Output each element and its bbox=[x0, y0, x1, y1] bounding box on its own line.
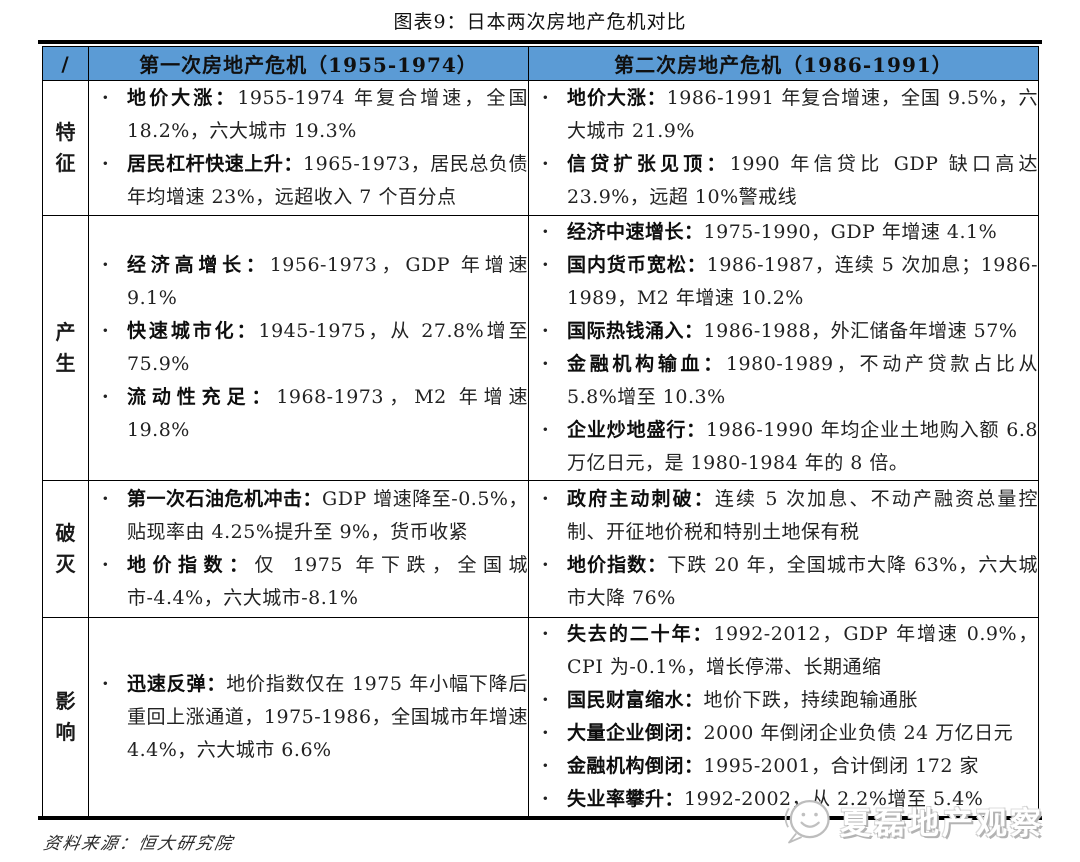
cell-crisis2-formation: 经济中速增长：1975-1990，GDP 年增速 4.1% 国内货币宽松：198… bbox=[528, 215, 1039, 481]
bullet-item: 失业率攀升：1992-2002，从 2.2%增至 5.4% bbox=[529, 783, 1038, 816]
table-header-row: / 第一次房地产危机（1955-1974） 第二次房地产危机（1986-1991… bbox=[42, 46, 1039, 81]
bullet-term: 快速城市化： bbox=[127, 320, 259, 342]
bullet-item: 信贷扩张见顶：1990 年信贷比 GDP 缺口高达 23.9%，远超 10%警戒… bbox=[529, 148, 1038, 214]
bullet-term: 金融机构倒闭： bbox=[567, 755, 704, 777]
bullet-term: 国内货币宽松： bbox=[567, 254, 707, 276]
header-second-crisis: 第二次房地产危机（1986-1991） bbox=[528, 46, 1039, 81]
row-label: 影响 bbox=[42, 617, 89, 817]
bullet-text: 1995-2001，合计倒闭 172 家 bbox=[703, 755, 979, 777]
cell-crisis1-formation: 经济高增长：1956-1973，GDP 年增速 9.1% 快速城市化：1945-… bbox=[88, 215, 529, 481]
bullet-term: 地价指数： bbox=[127, 554, 255, 576]
bullet-term: 国民财富缩水： bbox=[567, 689, 704, 711]
bullet-text: 1986-1990 年均企业土地购入额 6.8 万亿日元，是 1980-1984… bbox=[567, 419, 1038, 474]
figure-title: 图表9：日本两次房地产危机对比 bbox=[393, 11, 687, 33]
cell-crisis2-burst: 政府主动刺破：连续 5 次加息、不动产融资总量控制、开征地价税和特别土地保有税 … bbox=[528, 480, 1039, 618]
bottom-thick-rule bbox=[38, 816, 1042, 820]
bullet-text: 连续 5 次加息、不动产融资总量控制、开征地价税和特别土地保有税 bbox=[567, 488, 1038, 543]
bullet-item: 国际热钱涌入：1986-1988，外汇储备年增速 57% bbox=[529, 315, 1038, 348]
bullet-term: 居民杠杆快速上升： bbox=[127, 153, 304, 175]
bullet-text: 1956-1973，GDP 年增速 9.1% bbox=[127, 254, 528, 309]
bullet-term: 政府主动刺破： bbox=[567, 488, 715, 510]
bullet-text: 1968-1973，M2 年增速 19.8% bbox=[127, 386, 528, 441]
bullet-item: 地价指数：下跌 20 年，全国城市大降 63%，六大城市大降 76% bbox=[529, 549, 1038, 615]
bullet-term: 失去的二十年： bbox=[567, 623, 714, 645]
bullet-item: 金融机构输血：1980-1989，不动产贷款占比从 5.8%增至 10.3% bbox=[529, 348, 1038, 414]
bullet-term: 经济高增长： bbox=[127, 254, 270, 276]
bullet-text: 1975-1990，GDP 年增速 4.1% bbox=[703, 221, 998, 243]
cell-crisis2-impact: 失去的二十年：1992-2012，GDP 年增速 0.9%，CPI 为-0.1%… bbox=[528, 617, 1039, 817]
bullet-item: 经济中速增长：1975-1990，GDP 年增速 4.1% bbox=[529, 216, 1038, 249]
row-label-text: 产生 bbox=[55, 320, 76, 375]
bullet-term: 流动性充足： bbox=[127, 386, 277, 408]
bullet-item: 地价指数：仅 1975 年下跌，全国城市-4.4%，六大城市-8.1% bbox=[89, 549, 528, 615]
cell-crisis1-burst: 第一次石油危机冲击：GDP 增速降至-0.5%，贴现率由 4.25%提升至 9%… bbox=[88, 480, 529, 618]
bullet-term: 地价大涨： bbox=[127, 87, 238, 109]
bullet-text: 1965-1973，居民总负债年均增速 23%，远超收入 7 个百分点 bbox=[127, 153, 528, 208]
bullet-term: 经济中速增长： bbox=[567, 221, 704, 243]
bullet-term: 国际热钱涌入： bbox=[567, 320, 704, 342]
bullet-item: 第一次石油危机冲击：GDP 增速降至-0.5%，贴现率由 4.25%提升至 9%… bbox=[89, 483, 528, 549]
bullet-text: 下跌 20 年，全国城市大降 63%，六大城市大降 76% bbox=[567, 554, 1038, 609]
chat-bubble-smiley-icon bbox=[784, 799, 830, 844]
header-corner-cell: / bbox=[42, 46, 89, 81]
cell-crisis1-impact: 迅速反弹：地价指数仅在 1975 年小幅下降后重回上涨通道，1975-1986，… bbox=[88, 617, 529, 817]
bullet-item: 大量企业倒闭：2000 年倒闭企业负债 24 万亿日元 bbox=[529, 717, 1038, 750]
bullet-term: 迅速反弹： bbox=[127, 672, 227, 695]
table-row-impact: 影响 迅速反弹：地价指数仅在 1975 年小幅下降后重回上涨通道，1975-19… bbox=[42, 617, 1039, 817]
watermark-logo: 夏磊地产观察 bbox=[780, 795, 1044, 845]
row-label: 特征 bbox=[42, 80, 89, 216]
bullet-term: 失业率攀升： bbox=[567, 788, 685, 810]
bullet-item: 居民杠杆快速上升：1965-1973，居民总负债年均增速 23%，远超收入 7 … bbox=[89, 148, 528, 214]
row-label: 产生 bbox=[42, 215, 89, 481]
table-row-characteristics: 特征 地价大涨：1955-1974 年复合增速，全国 18.2%，六大城市 19… bbox=[42, 80, 1039, 216]
bullet-item: 政府主动刺破：连续 5 次加息、不动产融资总量控制、开征地价税和特别土地保有税 bbox=[529, 483, 1038, 549]
cell-crisis2-characteristics: 地价大涨：1986-1991 年复合增速，全国 9.5%，六大城市 21.9% … bbox=[528, 80, 1039, 216]
bullet-text: 1990 年信贷比 GDP 缺口高达 23.9%，远超 10%警戒线 bbox=[567, 153, 1038, 208]
bullet-item: 金融机构倒闭：1995-2001，合计倒闭 172 家 bbox=[529, 750, 1038, 783]
bullet-term: 地价大涨： bbox=[567, 87, 667, 109]
bullet-item: 地价大涨：1986-1991 年复合增速，全国 9.5%，六大城市 21.9% bbox=[529, 82, 1038, 148]
top-thick-rule bbox=[38, 40, 1042, 44]
cell-crisis1-characteristics: 地价大涨：1955-1974 年复合增速，全国 18.2%，六大城市 19.3%… bbox=[88, 80, 529, 216]
table-row-burst: 破灭 第一次石油危机冲击：GDP 增速降至-0.5%，贴现率由 4.25%提升至… bbox=[42, 480, 1039, 618]
bullet-item: 企业炒地盛行：1986-1990 年均企业土地购入额 6.8 万亿日元，是 19… bbox=[529, 414, 1038, 480]
bullet-text: 地价指数仅在 1975 年小幅下降后重回上涨通道，1975-1986，全国城市年… bbox=[127, 672, 528, 761]
header-first-crisis: 第一次房地产危机（1955-1974） bbox=[88, 46, 529, 81]
bullet-term: 第一次石油危机冲击： bbox=[127, 488, 323, 510]
bullet-text: 1980-1989，不动产贷款占比从 5.8%增至 10.3% bbox=[567, 353, 1038, 408]
bullet-item: 失去的二十年：1992-2012，GDP 年增速 0.9%，CPI 为-0.1%… bbox=[529, 618, 1038, 684]
bullet-item: 国内货币宽松：1986-1987，连续 5 次加息；1986-1989，M2 年… bbox=[529, 249, 1038, 315]
row-label-text: 特征 bbox=[55, 120, 76, 175]
watermark-text: 夏磊地产观察 bbox=[840, 805, 1044, 842]
row-label-text: 影响 bbox=[55, 689, 76, 744]
bullet-term: 金融机构输血： bbox=[567, 353, 726, 375]
bullet-item: 快速城市化：1945-1975，从 27.8%增至 75.9% bbox=[89, 315, 528, 381]
bullet-item: 国民财富缩水：地价下跌，持续跑输通胀 bbox=[529, 684, 1038, 717]
bullet-text: 1986-1987，连续 5 次加息；1986-1989，M2 年增速 10.2… bbox=[567, 254, 1038, 309]
bullet-text: 1992-2012，GDP 年增速 0.9%，CPI 为-0.1%，增长停滞、长… bbox=[567, 623, 1038, 678]
bullet-text: 仅 1975 年下跌，全国城市-4.4%，六大城市-8.1% bbox=[127, 554, 528, 609]
bullet-term: 地价指数： bbox=[567, 554, 668, 576]
table-row-formation: 产生 经济高增长：1956-1973，GDP 年增速 9.1% 快速城市化：19… bbox=[42, 215, 1039, 481]
bullet-text: 2000 年倒闭企业负债 24 万亿日元 bbox=[703, 722, 1014, 744]
bullet-item: 地价大涨：1955-1974 年复合增速，全国 18.2%，六大城市 19.3% bbox=[89, 82, 528, 148]
bullet-term: 大量企业倒闭： bbox=[567, 722, 704, 744]
bullet-text: 地价下跌，持续跑输通胀 bbox=[703, 689, 919, 711]
bullet-item: 经济高增长：1956-1973，GDP 年增速 9.1% bbox=[89, 249, 528, 315]
bullet-item: 迅速反弹：地价指数仅在 1975 年小幅下降后重回上涨通道，1975-1986，… bbox=[89, 668, 528, 767]
bullet-text: 1986-1991 年复合增速，全国 9.5%，六大城市 21.9% bbox=[567, 87, 1038, 142]
comparison-table: / 第一次房地产危机（1955-1974） 第二次房地产危机（1986-1991… bbox=[42, 46, 1039, 817]
bullet-term: 信贷扩张见顶： bbox=[567, 153, 730, 175]
bullet-item: 流动性充足：1968-1973，M2 年增速 19.8% bbox=[89, 381, 528, 447]
bullet-text: 1992-2002，从 2.2%增至 5.4% bbox=[684, 788, 984, 810]
bullet-text: 1945-1975，从 27.8%增至 75.9% bbox=[127, 320, 528, 375]
bullet-text: 1986-1988，外汇储备年增速 57% bbox=[703, 320, 1018, 342]
bullet-text: GDP 增速降至-0.5%，贴现率由 4.25%提升至 9%，货币收紧 bbox=[127, 488, 528, 543]
bullet-text: 1955-1974 年复合增速，全国 18.2%，六大城市 19.3% bbox=[127, 87, 528, 142]
data-source-text: 资料来源：恒大研究院 bbox=[41, 834, 236, 854]
row-label: 破灭 bbox=[42, 480, 89, 618]
bullet-term: 企业炒地盛行： bbox=[567, 419, 707, 441]
row-label-text: 破灭 bbox=[55, 521, 76, 576]
